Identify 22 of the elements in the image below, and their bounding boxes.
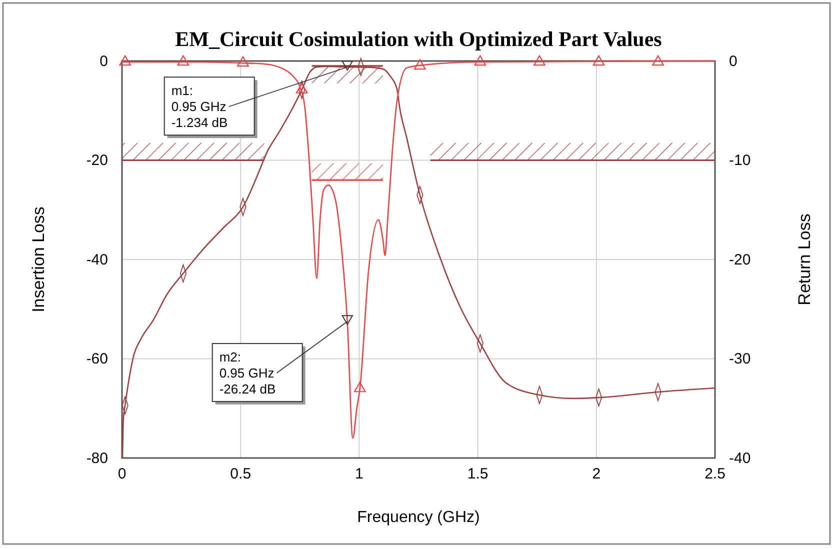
y-tick-label: -80: [86, 450, 108, 467]
y2-tick-label: -10: [729, 152, 751, 170]
y2-axis-title: Return Loss: [795, 214, 814, 306]
x-tick-label: 1.5: [467, 466, 488, 483]
annotation: m2: 0.95 GHz -26.24 dB: [219, 350, 276, 397]
y-tick-label: -40: [86, 251, 108, 268]
x-tick-label: 1: [355, 466, 364, 483]
x-tick-label: 0: [118, 466, 126, 483]
y2-tick-label: -30: [729, 350, 751, 368]
chart-title: EM_Circuit Cosimulation with Optimized Part Values: [175, 27, 662, 51]
y-tick-label: -20: [86, 152, 108, 170]
y2-tick-label: 0: [729, 52, 738, 70]
y-tick-label: -60: [86, 350, 108, 368]
x-tick-label: 2: [592, 466, 601, 483]
y2-tick-label: -20: [729, 251, 751, 268]
y2-tick-label: -40: [729, 450, 751, 467]
annotation: m1: 0.95 GHz -1.234 dB: [171, 83, 228, 130]
x-tick-label: 0.5: [230, 466, 252, 483]
x-tick-label: 2.5: [704, 466, 726, 483]
y-axis-title: Insertion Loss: [29, 206, 48, 312]
y-tick-label: 0: [100, 52, 108, 70]
x-axis-title: Frequency (GHz): [357, 509, 480, 526]
